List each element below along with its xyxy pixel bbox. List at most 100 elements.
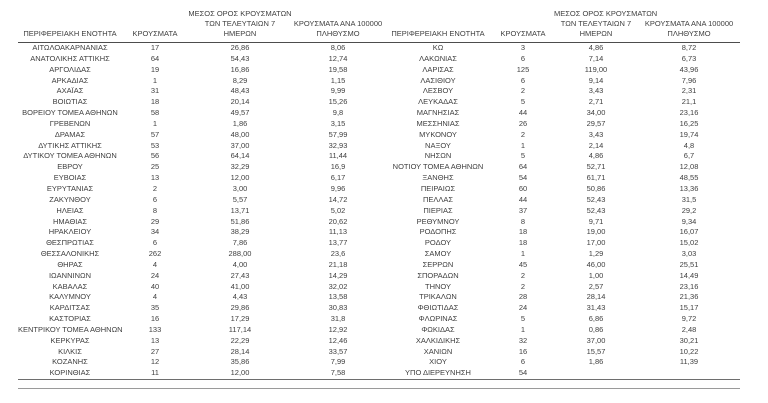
value-cell: 9,72 [681, 314, 697, 324]
value-cell: 64 [518, 162, 528, 172]
value-cell: 13,36 [679, 183, 699, 193]
region-cell: ΚΟΖΑΝΗΣ [52, 357, 88, 367]
value-cell: 48,43 [230, 86, 250, 96]
table-row: ΘΗΡΑΣ 4 4,00 21,18 ΣΕΡΡΩΝ 45 46,00 25,51 [18, 260, 740, 271]
value-cell: 119,00 [584, 64, 608, 74]
table-row: ΑΡΓΟΛΙΔΑΣ 19 16,86 19,58 ΛΑΡΙΣΑΣ 125 119,00 43,… [18, 65, 740, 76]
value-cell: 22,29 [230, 335, 250, 345]
value-cell: 13,58 [328, 292, 348, 302]
region-cell: ΝΑΞΟΥ [425, 140, 451, 150]
value-cell: 24 [150, 270, 160, 280]
value-cell: 1 [520, 324, 526, 334]
value-cell: 6,73 [681, 53, 697, 63]
value-cell: 5,02 [330, 205, 346, 215]
value-cell: 3,00 [232, 183, 248, 193]
value-cell: 2,57 [588, 281, 604, 291]
region-cell: ΛΑΡΙΣΑΣ [422, 64, 454, 74]
value-cell: 3,43 [588, 129, 604, 139]
value-cell: 17,00 [586, 238, 606, 248]
header-avg7-line2: ΤΩΝ ΤΕΛΕΥΤΑΙΩΝ 7 [204, 19, 276, 28]
region-cell: ΜΕΣΣΗΝΙΑΣ [416, 118, 460, 128]
value-cell: 1,86 [232, 118, 248, 128]
value-cell: 1,15 [330, 75, 346, 85]
region-cell: ΚΑΒΑΛΑΣ [52, 281, 88, 291]
value-cell: 30,21 [679, 335, 699, 345]
value-cell: 54 [492, 368, 554, 381]
value-cell: 52,43 [586, 194, 606, 204]
region-cell: ΚΑΡΔΙΤΣΑΣ [49, 303, 91, 313]
value-cell: 288,00 [228, 249, 252, 259]
value-cell: 21,36 [679, 292, 699, 302]
table-row: ΑΡΚΑΔΙΑΣ 1 8,29 1,15 ΛΑΣΙΘΙΟΥ 6 9,14 7,96 [18, 76, 740, 87]
table-row: ΕΒΡΟΥ 25 32,29 16,9 ΝΟΤΙΟΥ ΤΟΜΕΑ ΑΘΗΝΩΝ 64 52,… [18, 162, 740, 173]
header-per100k-right: ΚΡΟΥΣΜΑΤΑ ΑΝΑ 100000 ΠΛΗΘΥΣΜΟ [638, 9, 740, 43]
value-cell: 60 [518, 183, 528, 193]
region-cell: ΣΠΟΡΑΔΩΝ [417, 270, 459, 280]
value-cell: 1,86 [588, 357, 604, 367]
value-cell: 17 [150, 43, 160, 52]
value-cell: 32,29 [230, 162, 250, 172]
value-cell: 31,43 [586, 303, 606, 313]
value-cell: 7,58 [292, 368, 384, 381]
region-cell: ΘΕΣΣΑΛΟΝΙΚΗΣ [40, 249, 100, 259]
region-cell: ΛΕΣΒΟΥ [422, 86, 454, 96]
value-cell: 9,96 [330, 183, 346, 193]
value-cell: 5,57 [232, 194, 248, 204]
region-cell: ΕΥΒΟΙΑΣ [53, 173, 87, 183]
value-cell: 37 [518, 205, 528, 215]
value-cell: 64,14 [230, 151, 250, 161]
value-cell: 11 [122, 368, 188, 381]
region-cell: ΓΡΕΒΕΝΩΝ [49, 118, 91, 128]
value-cell: 2,48 [681, 324, 697, 334]
value-cell: 26 [518, 118, 528, 128]
value-cell: 3,15 [330, 118, 346, 128]
value-cell: 35 [150, 303, 160, 313]
value-cell: 6,86 [588, 314, 604, 324]
value-cell: 2 [152, 183, 158, 193]
value-cell: 1 [152, 118, 158, 128]
value-cell: 11,44 [328, 151, 348, 161]
value-cell: 1 [520, 249, 526, 259]
value-cell: 7,96 [681, 75, 697, 85]
value-cell: 34,00 [586, 108, 606, 118]
value-cell: 125 [516, 64, 530, 74]
value-cell: 15,17 [679, 303, 699, 313]
value-cell: 23,6 [330, 249, 346, 259]
value-cell: 2,31 [681, 86, 697, 96]
value-cell: 14,49 [679, 270, 699, 280]
value-cell: 6 [520, 75, 526, 85]
value-cell: 1,29 [588, 249, 604, 259]
region-cell: ΑΡΚΑΔΙΑΣ [51, 75, 89, 85]
value-cell: 28,14 [230, 346, 250, 356]
value-cell: 117,14 [228, 324, 252, 334]
table-row: ΗΛΕΙΑΣ 8 13,71 5,02 ΠΙΕΡΙΑΣ 37 52,43 29,2 [18, 206, 740, 217]
region-cell: ΚΕΝΤΡΙΚΟΥ ΤΟΜΕΑ ΑΘΗΝΩΝ [18, 324, 123, 334]
value-cell: 12,00 [230, 173, 250, 183]
value-cell: 16,86 [230, 64, 250, 74]
value-cell: 15,26 [328, 97, 348, 107]
value-cell: 23,16 [679, 108, 699, 118]
value-cell [638, 368, 740, 381]
region-cell: ΜΑΓΝΗΣΙΑΣ [416, 108, 460, 118]
value-cell: 4,00 [232, 259, 248, 269]
value-cell: 20,14 [230, 97, 250, 107]
region-cell: ΗΡΑΚΛΕΙΟΥ [48, 227, 92, 237]
header-cases-left: ΚΡΟΥΣΜΑΤΑ [122, 9, 188, 43]
header-avg7-left: ΜΕΣΟΣ ΟΡΟΣ ΚΡΟΥΣΜΑΤΩΝ ΤΩΝ ΤΕΛΕΥΤΑΙΩΝ 7 Η… [188, 9, 292, 43]
value-cell: 4 [152, 292, 158, 302]
value-cell: 9,8 [332, 108, 344, 118]
value-cell: 54 [518, 173, 528, 183]
value-cell: 2,14 [588, 140, 604, 150]
value-cell: 29,57 [586, 118, 606, 128]
value-cell: 8,29 [232, 75, 248, 85]
value-cell: 29,86 [230, 303, 250, 313]
region-cell: ΧΑΛΚΙΔΙΚΗΣ [415, 335, 461, 345]
region-cell: ΔΥΤΙΚΟΥ ΤΟΜΕΑ ΑΘΗΝΩΝ [23, 151, 117, 161]
value-cell: 133 [148, 324, 162, 334]
header-per100k-left: ΚΡΟΥΣΜΑΤΑ ΑΝΑ 100000 ΠΛΗΘΥΣΜΟ [292, 9, 384, 43]
table-row: ΚΟΡΙΝΘΙΑΣ 11 12,00 7,58 ΥΠΟ ΔΙΕΡΕΥΝΗΣΗ 54 [18, 368, 740, 381]
value-cell: 4,86 [588, 43, 604, 52]
value-cell: 40 [150, 281, 160, 291]
value-cell: 45 [518, 259, 528, 269]
value-cell: 8,72 [681, 43, 697, 52]
